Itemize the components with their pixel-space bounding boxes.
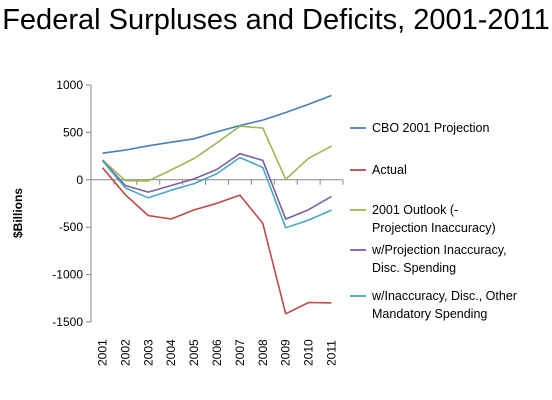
legend-label: w/Inaccuracy, Disc., Other	[371, 289, 517, 303]
x-tick-label: 2010	[302, 339, 316, 366]
y-tick-label: -1000	[52, 268, 83, 282]
chart-axes: 1000 500 0 -500 -1000 -1500 2001 2002 2003 2004 20…	[11, 78, 344, 366]
chart-legend: CBO 2001 Projection Actual 2001 Outlook (-…	[350, 121, 517, 321]
y-tick-label: 0	[76, 173, 83, 187]
legend-label: 2001 Outlook (-	[372, 203, 458, 217]
x-tick-label: 2007	[233, 339, 247, 366]
y-tick-label: 500	[63, 125, 83, 139]
x-tick-label: 2006	[210, 339, 224, 366]
y-tick-label: -500	[59, 220, 83, 234]
series-line-5	[101, 156, 332, 229]
x-tick-label: 2009	[279, 339, 293, 366]
x-tick-label: 2008	[256, 339, 270, 366]
legend-label: w/Projection Inaccuracy,	[371, 243, 507, 257]
legend-label: Disc. Spending	[372, 261, 456, 275]
legend-label: CBO 2001 Projection	[372, 121, 489, 135]
legend-label: Actual	[372, 163, 407, 177]
x-tick-label: 2003	[141, 339, 155, 366]
y-axis-title: $Billions	[11, 188, 25, 238]
y-tick-label: -1500	[52, 315, 83, 329]
x-tick-label: 2005	[187, 339, 201, 366]
legend-label: Mandatory Spending	[372, 307, 487, 321]
chart-series-group	[101, 94, 332, 315]
x-tick-label: 2002	[118, 339, 132, 366]
series-line-2	[101, 167, 332, 315]
chart-title: Federal Surpluses and Deficits, 2001-201…	[2, 4, 550, 36]
x-tick-label: 2011	[325, 340, 339, 366]
series-line-4	[101, 152, 332, 220]
x-tick-label: 2001	[95, 339, 109, 366]
series-line-3	[101, 125, 332, 182]
series-line-1	[102, 94, 332, 154]
x-tick-label: 2004	[164, 339, 178, 366]
y-tick-label: 1000	[56, 78, 83, 92]
legend-label: Projection Inaccuracy)	[372, 221, 496, 235]
